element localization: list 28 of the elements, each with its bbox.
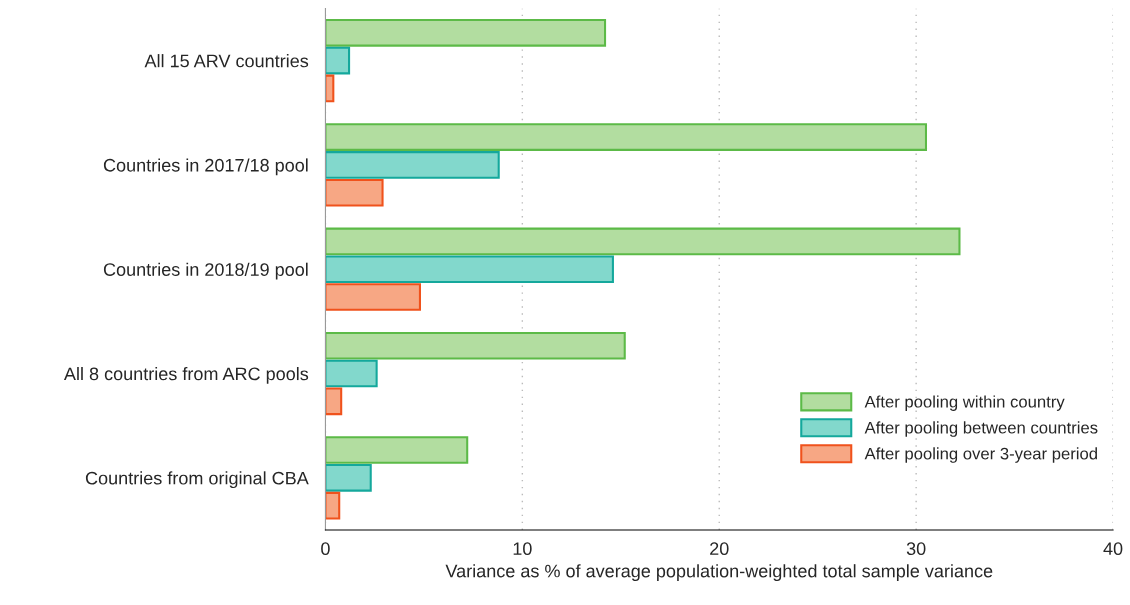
y-tick-label: Countries in 2018/19 pool [103,262,308,280]
y-tick-label: Countries from original CBA [85,471,309,489]
bar [325,255,614,284]
legend-label: After pooling between countries [864,421,1098,437]
bar [325,18,607,47]
bar [325,123,928,151]
y-tick-label: All 8 countries from ARC pools [63,366,309,384]
x-tick-label: 30 [906,542,926,556]
bar [325,46,351,75]
legend-label: After pooling over 3-year period [864,447,1097,463]
y-tick-label: All 15 ARV countries [144,54,309,68]
x-tick-label: 10 [513,542,532,556]
legend-label: After pooling within country [864,395,1065,411]
bar [325,436,469,464]
bar [325,283,421,311]
bar [325,463,372,492]
bar [325,491,341,520]
bar [325,387,343,416]
bar [325,178,384,207]
y-tick-label: Countries in 2017/18 pool [103,158,308,176]
x-tick-label: 40 [1103,542,1123,556]
bar [325,227,961,256]
bar [325,151,500,179]
bar [325,359,378,388]
x-tick-label: 0 [321,542,330,556]
x-axis-title: Variance as % of average population-weighted total sample variance [445,564,993,581]
x-tick-label: 20 [710,542,729,556]
bar [325,331,626,360]
